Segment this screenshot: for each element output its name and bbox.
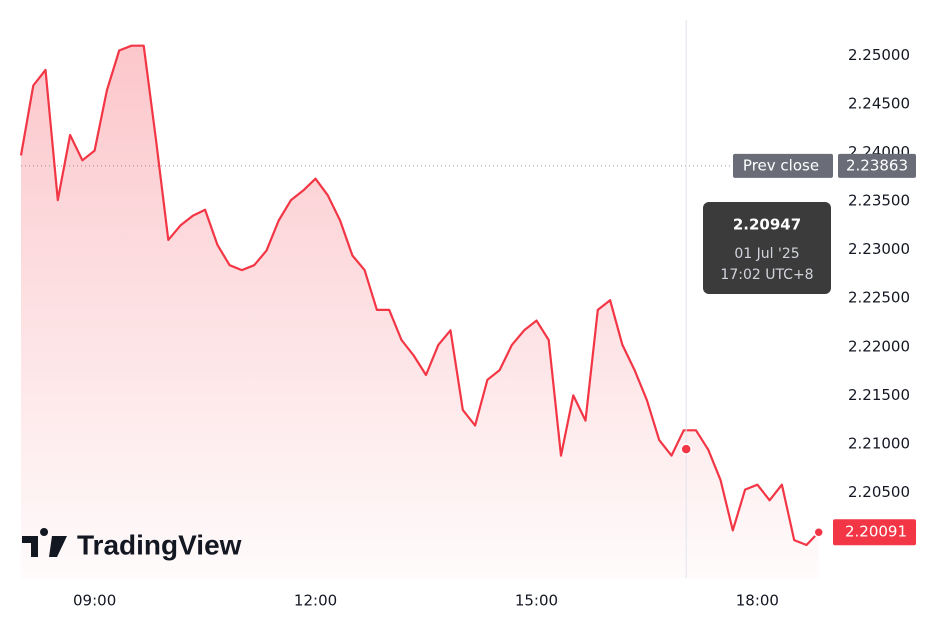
tooltip-value: 2.20947 bbox=[733, 216, 801, 234]
logo-icon bbox=[22, 528, 67, 557]
x-tick-label: 15:00 bbox=[515, 592, 558, 610]
x-tick-label: 09:00 bbox=[73, 592, 116, 610]
y-tick-label: 2.22500 bbox=[848, 289, 910, 307]
y-tick-label: 2.22000 bbox=[848, 337, 910, 355]
y-tick-label: 2.23000 bbox=[848, 240, 910, 258]
prev-close-value-box bbox=[838, 153, 916, 178]
tooltip-date: 01 Jul '25 bbox=[734, 246, 799, 262]
last-point bbox=[813, 526, 824, 538]
last-price-box bbox=[833, 519, 916, 546]
area bbox=[21, 45, 819, 578]
prev-close-tag bbox=[733, 153, 833, 178]
x-tick-label: 12:00 bbox=[294, 592, 337, 610]
tooltip-box bbox=[703, 202, 831, 294]
y-tick-label: 2.20500 bbox=[848, 483, 910, 501]
last-price-label: 2.20091 bbox=[845, 523, 907, 541]
y-tick-label: 2.21000 bbox=[848, 434, 910, 452]
x-tick-label: 18:00 bbox=[736, 592, 779, 610]
prev-close-value: 2.23863 bbox=[846, 156, 908, 174]
y-tick-label: 2.24500 bbox=[848, 94, 910, 112]
y-tick-label: 2.25000 bbox=[848, 46, 910, 64]
hover-point bbox=[680, 443, 692, 455]
y-tick-label: 2.23500 bbox=[848, 192, 910, 210]
watermark: TradingView bbox=[77, 529, 242, 560]
tooltip-time: 17:02 UTC+8 bbox=[720, 267, 813, 283]
y-tick-label: 2.21500 bbox=[848, 386, 910, 404]
prev-close-label: Prev close bbox=[743, 156, 819, 174]
